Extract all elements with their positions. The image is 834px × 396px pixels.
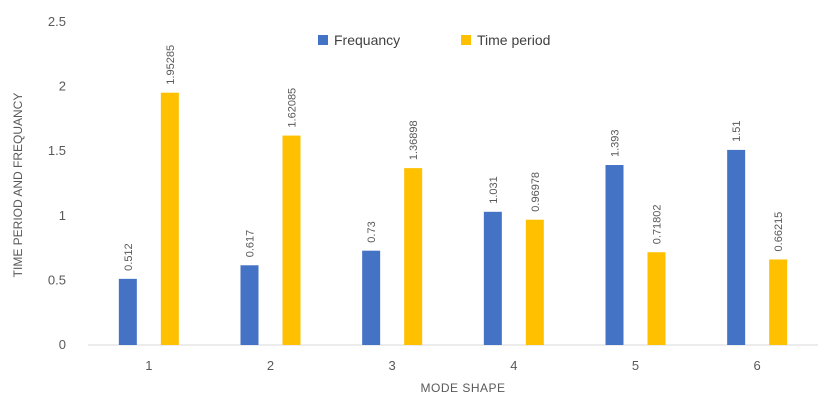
data-label: 0.73 — [366, 221, 378, 242]
data-label: 1.393 — [610, 129, 622, 157]
x-axis-title: MODE SHAPE — [420, 381, 505, 395]
data-label: 1.51 — [731, 120, 743, 141]
legend-swatch-frequancy — [318, 35, 328, 45]
y-tick-label: 1 — [59, 208, 66, 223]
legend-label-frequancy: Frequancy — [334, 32, 400, 48]
x-tick-label: 5 — [632, 358, 639, 373]
bar-frequancy — [118, 278, 137, 345]
bar-time-period — [525, 219, 544, 345]
bar-time-period — [647, 252, 666, 345]
x-tick-label: 4 — [510, 358, 517, 373]
data-label: 0.512 — [123, 243, 135, 271]
bar-time-period — [769, 259, 788, 345]
y-tick-label: 2 — [59, 79, 66, 94]
bar-time-period — [282, 135, 301, 345]
legend: Frequancy Time period — [318, 32, 550, 48]
bar-frequancy — [362, 250, 381, 345]
y-tick-label: 0 — [59, 337, 66, 352]
bars — [118, 92, 788, 346]
bar-frequancy — [605, 165, 624, 345]
bar-time-period — [160, 92, 179, 346]
x-tick-label: 1 — [145, 358, 152, 373]
x-tick-label: 2 — [267, 358, 274, 373]
legend-label-time-period: Time period — [477, 32, 550, 48]
data-labels: 0.512 1.95285 0.617 1.62085 0.73 1.36898 1.031… — [123, 45, 785, 271]
bar-frequancy — [727, 149, 746, 345]
x-tick-label: 6 — [754, 358, 761, 373]
legend-swatch-time-period — [461, 35, 471, 45]
data-label: 0.96978 — [530, 172, 542, 212]
data-label: 0.71802 — [652, 204, 664, 244]
data-label: 1.031 — [488, 176, 500, 204]
data-label: 1.95285 — [165, 45, 177, 85]
data-label: 1.62085 — [287, 88, 299, 128]
bar-frequancy — [240, 265, 259, 345]
y-tick-label: 0.5 — [48, 272, 66, 287]
data-label: 0.66215 — [773, 212, 785, 252]
y-axis-title: TIME PERIOD AND FREQUANCY — [11, 93, 25, 278]
data-label: 0.617 — [245, 230, 257, 258]
data-label: 1.36898 — [408, 120, 420, 160]
y-tick-label: 2.5 — [48, 14, 66, 29]
bar-frequancy — [483, 211, 502, 345]
bar-time-period — [404, 168, 423, 345]
x-tick-label: 3 — [389, 358, 396, 373]
y-tick-label: 1.5 — [48, 143, 66, 158]
x-axis-ticks: 1 2 3 4 5 6 — [145, 358, 761, 373]
y-axis-ticks: 0 0.5 1 1.5 2 2.5 — [48, 14, 66, 352]
